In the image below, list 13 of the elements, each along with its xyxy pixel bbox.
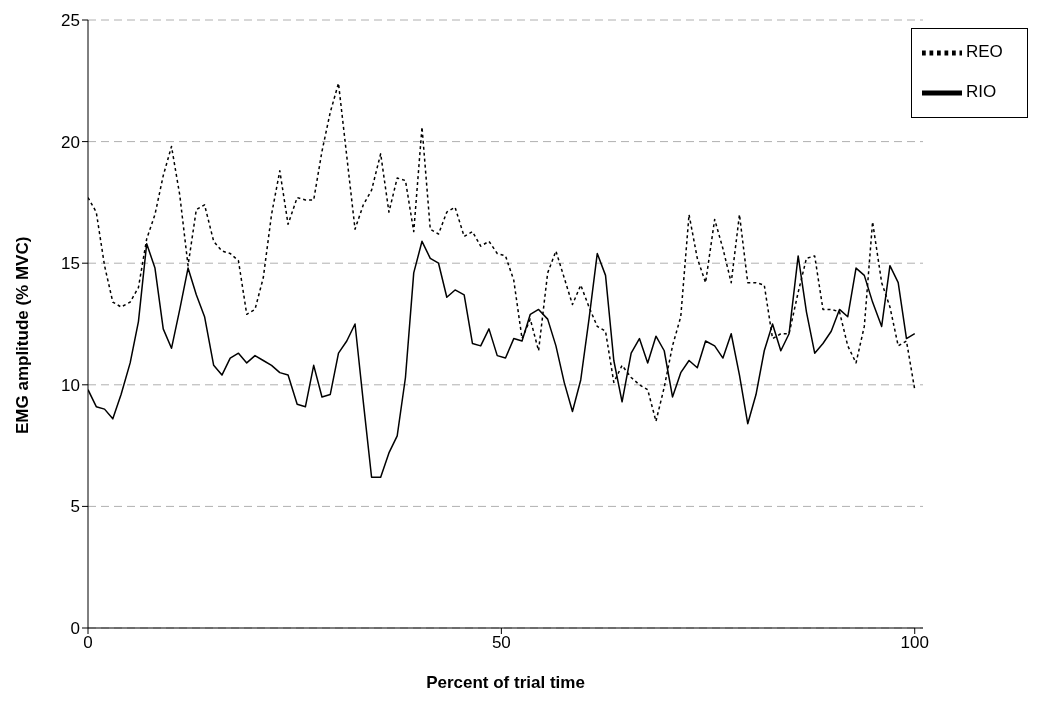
y-tick-label: 10 [61, 375, 80, 395]
x-tick-label: 100 [900, 633, 929, 653]
legend-label: RIO [966, 82, 997, 102]
y-tick-label: 20 [61, 132, 80, 152]
y-tick-label: 5 [70, 497, 80, 517]
x-tick-label: 50 [491, 633, 511, 653]
legend-label: REO [966, 42, 1003, 62]
y-tick-label: 0 [70, 619, 80, 639]
y-tick-label: 25 [61, 11, 80, 31]
x-axis-title: Percent of trial time [426, 673, 585, 692]
y-tick-label: 15 [61, 254, 80, 274]
x-tick-label: 0 [83, 633, 93, 653]
y-axis-title: EMG amplitude (% MVC) [13, 236, 33, 434]
